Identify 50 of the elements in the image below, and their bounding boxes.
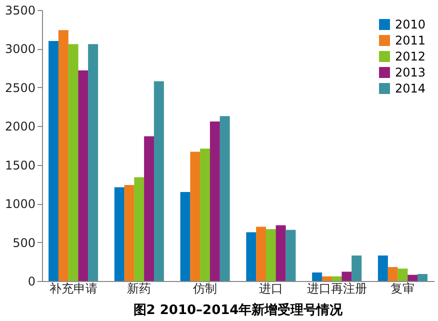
bar: [154, 81, 164, 281]
x-tick-label: 复审: [390, 282, 415, 296]
bar: [124, 184, 134, 281]
bar: [417, 274, 428, 281]
bar: [342, 272, 352, 281]
bar: [388, 267, 398, 281]
bar: [408, 274, 418, 281]
x-tick-label: 补充申请: [49, 282, 98, 296]
y-tick-label: 2500: [4, 80, 36, 95]
y-tick-label: 0: [28, 274, 36, 288]
bar: [286, 230, 296, 281]
bar: [190, 152, 200, 281]
y-tick-label: 1000: [4, 197, 36, 212]
legend-label: 2014: [395, 82, 426, 96]
bar: [88, 44, 98, 281]
bar: [210, 121, 220, 281]
y-tick-label: 2000: [4, 120, 36, 134]
bar: [332, 276, 342, 281]
legend-label: 2013: [395, 66, 426, 80]
bar: [144, 136, 154, 281]
x-tick-label: 新药: [127, 282, 152, 296]
x-tick-label: 进口再注册: [306, 282, 367, 296]
bar: [48, 40, 59, 281]
bar: [398, 268, 408, 281]
bar: [114, 187, 124, 281]
legend-label: 2010: [395, 18, 426, 32]
y-tick-label: 3500: [4, 4, 36, 18]
bar: [68, 44, 78, 281]
x-tick-label: 进口: [258, 282, 283, 296]
bar: [78, 70, 88, 281]
x-tick-label: 仿制: [192, 282, 218, 296]
bar: [134, 177, 144, 281]
bar: [220, 116, 230, 281]
bar: [312, 272, 322, 281]
bar: [266, 229, 276, 281]
bar: [256, 226, 266, 281]
bar: [276, 225, 286, 281]
bar: [200, 148, 210, 281]
bar: [58, 30, 68, 281]
legend-label: 2011: [395, 34, 426, 48]
legend-label: 2012: [395, 50, 426, 64]
bar: [180, 192, 190, 281]
text: 图2 2010–2014年新增受理号情况: [133, 302, 344, 318]
bar: [352, 255, 362, 281]
y-tick-label: 1500: [4, 158, 36, 172]
y-tick-label: 500: [12, 236, 36, 250]
y-tick-label: 3000: [4, 42, 36, 56]
bar: [378, 255, 388, 281]
bar: [246, 232, 256, 281]
bar: [322, 276, 332, 281]
